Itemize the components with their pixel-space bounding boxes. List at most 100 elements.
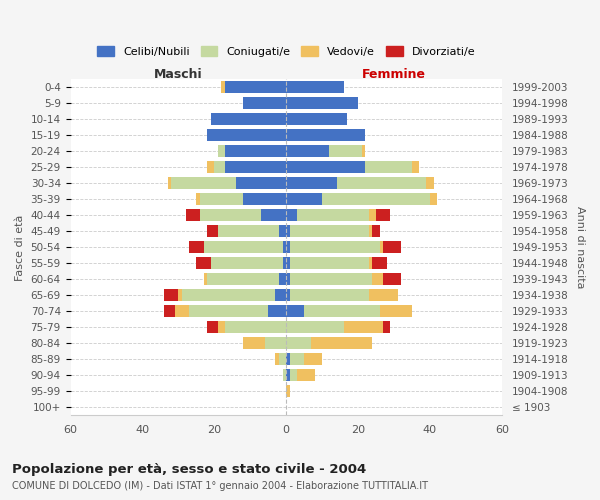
Bar [286,386,290,398]
Bar [286,258,290,270]
Bar [286,178,337,190]
Bar [369,210,376,222]
Bar [427,178,434,190]
Bar [383,274,401,285]
Bar [286,194,322,205]
Bar [286,130,365,141]
Y-axis label: Fasce di età: Fasce di età [15,214,25,280]
Bar [286,162,365,173]
Bar [207,226,218,237]
Bar [286,322,344,334]
Bar [200,210,261,222]
Bar [362,146,365,158]
Bar [373,226,380,237]
Bar [189,306,268,318]
Bar [290,258,369,270]
Bar [286,146,329,158]
Bar [383,322,391,334]
Bar [283,242,286,254]
Bar [236,178,286,190]
Bar [218,146,225,158]
Bar [207,130,286,141]
Bar [383,242,401,254]
Bar [279,274,286,285]
Bar [286,226,290,237]
Bar [322,194,430,205]
Bar [279,226,286,237]
Bar [380,242,383,254]
Bar [225,162,286,173]
Bar [369,290,398,302]
Text: Popolazione per età, sesso e stato civile - 2004: Popolazione per età, sesso e stato civil… [12,462,366,475]
Bar [207,162,214,173]
Bar [211,258,283,270]
Bar [297,210,369,222]
Text: COMUNE DI DOLCEDO (IM) - Dati ISTAT 1° gennaio 2004 - Elaborazione TUTTITALIA.IT: COMUNE DI DOLCEDO (IM) - Dati ISTAT 1° g… [12,481,428,491]
Bar [218,226,279,237]
Text: Maschi: Maschi [154,68,203,81]
Bar [286,338,311,349]
Bar [380,306,412,318]
Bar [203,274,207,285]
Bar [175,306,189,318]
Bar [164,306,175,318]
Bar [283,370,286,382]
Bar [211,114,286,126]
Bar [286,306,304,318]
Bar [275,290,286,302]
Bar [297,370,315,382]
Bar [268,306,286,318]
Bar [243,338,265,349]
Bar [286,274,290,285]
Bar [286,82,344,94]
Bar [225,82,286,94]
Bar [265,338,286,349]
Bar [369,258,373,270]
Bar [214,162,225,173]
Bar [430,194,437,205]
Bar [225,322,286,334]
Bar [286,98,358,110]
Bar [207,274,279,285]
Bar [376,210,391,222]
Bar [286,354,290,366]
Bar [207,322,218,334]
Bar [196,194,200,205]
Bar [290,290,369,302]
Bar [171,178,236,190]
Bar [185,210,200,222]
Bar [286,210,297,222]
Bar [203,242,283,254]
Bar [290,370,297,382]
Bar [369,226,373,237]
Bar [290,242,380,254]
Bar [221,82,225,94]
Bar [243,98,286,110]
Bar [286,370,290,382]
Bar [225,146,286,158]
Bar [167,178,171,190]
Bar [337,178,427,190]
Bar [164,290,178,302]
Bar [189,242,203,254]
Bar [329,146,362,158]
Bar [279,354,286,366]
Bar [290,226,369,237]
Bar [261,210,286,222]
Bar [373,258,387,270]
Bar [304,354,322,366]
Bar [365,162,412,173]
Y-axis label: Anni di nascita: Anni di nascita [575,206,585,288]
Bar [178,290,182,302]
Bar [283,258,286,270]
Bar [304,306,380,318]
Bar [286,114,347,126]
Bar [196,258,211,270]
Bar [344,322,383,334]
Bar [373,274,383,285]
Bar [311,338,373,349]
Bar [286,242,290,254]
Bar [243,194,286,205]
Bar [286,290,290,302]
Bar [290,274,373,285]
